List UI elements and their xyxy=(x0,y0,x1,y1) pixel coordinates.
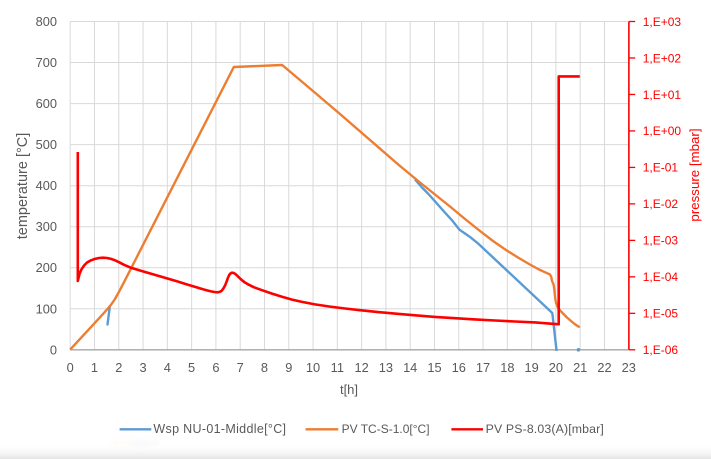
svg-text:7: 7 xyxy=(237,360,244,375)
svg-text:0: 0 xyxy=(50,342,57,357)
svg-text:18: 18 xyxy=(500,360,514,375)
svg-text:21: 21 xyxy=(573,360,587,375)
svg-text:6: 6 xyxy=(212,360,219,375)
svg-text:1,E-04: 1,E-04 xyxy=(643,270,679,284)
svg-text:12: 12 xyxy=(355,360,369,375)
svg-text:100: 100 xyxy=(36,301,57,316)
svg-text:1,E-02: 1,E-02 xyxy=(643,197,679,211)
svg-text:9: 9 xyxy=(285,360,292,375)
svg-text:15: 15 xyxy=(427,360,441,375)
svg-text:11: 11 xyxy=(331,360,344,375)
svg-text:700: 700 xyxy=(36,55,57,70)
svg-text:5: 5 xyxy=(188,360,195,375)
svg-text:17: 17 xyxy=(476,360,490,375)
svg-text:0: 0 xyxy=(67,360,74,375)
svg-text:500: 500 xyxy=(36,137,57,152)
svg-text:14: 14 xyxy=(403,360,417,375)
svg-text:800: 800 xyxy=(36,14,57,29)
svg-text:600: 600 xyxy=(36,96,57,111)
svg-text:20: 20 xyxy=(549,360,563,375)
svg-text:22: 22 xyxy=(597,360,611,375)
svg-text:1,E+03: 1,E+03 xyxy=(643,15,682,29)
svg-text:16: 16 xyxy=(452,360,466,375)
svg-text:1,E-01: 1,E-01 xyxy=(643,161,679,175)
svg-text:t[h]: t[h] xyxy=(340,382,358,397)
svg-text:400: 400 xyxy=(36,178,57,193)
svg-text:3: 3 xyxy=(139,360,146,375)
svg-text:PV TC-S-1.0[°C]: PV TC-S-1.0[°C] xyxy=(342,422,430,436)
svg-text:2: 2 xyxy=(115,360,122,375)
svg-text:1,E-06: 1,E-06 xyxy=(643,343,679,357)
svg-text:1,E-03: 1,E-03 xyxy=(643,234,679,248)
svg-text:temperature [°C]: temperature [°C] xyxy=(15,133,31,240)
svg-text:4: 4 xyxy=(164,360,171,375)
svg-text:23: 23 xyxy=(622,360,636,375)
svg-text:19: 19 xyxy=(525,360,539,375)
svg-text:1: 1 xyxy=(91,360,98,375)
svg-text:200: 200 xyxy=(36,260,57,275)
svg-text:1,E+02: 1,E+02 xyxy=(643,51,682,65)
svg-text:300: 300 xyxy=(36,219,57,234)
svg-text:1,E-05: 1,E-05 xyxy=(643,307,679,321)
svg-text:Wsp NU-01-Middle[°C]: Wsp NU-01-Middle[°C] xyxy=(153,422,286,436)
svg-text:10: 10 xyxy=(306,360,320,375)
svg-text:8: 8 xyxy=(261,360,268,375)
svg-text:13: 13 xyxy=(379,360,393,375)
svg-text:PV PS-8.03(A)[mbar]: PV PS-8.03(A)[mbar] xyxy=(486,422,604,436)
svg-text:1,E+00: 1,E+00 xyxy=(643,124,682,138)
svg-text:1,E+01: 1,E+01 xyxy=(643,88,682,102)
svg-text:pressure [mbar]: pressure [mbar] xyxy=(687,128,702,221)
